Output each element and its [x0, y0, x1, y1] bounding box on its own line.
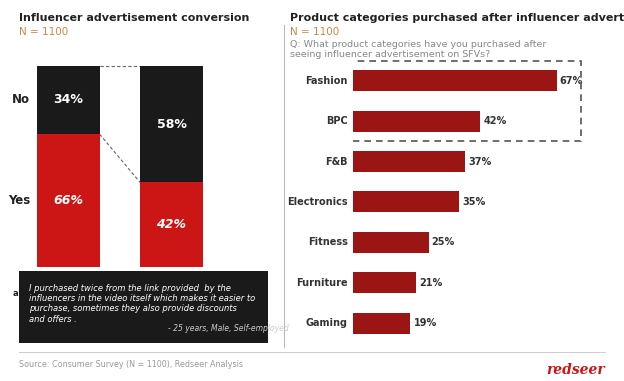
Bar	[353, 232, 429, 253]
Text: Yes: Yes	[7, 194, 30, 207]
Bar	[37, 134, 100, 267]
Text: F&B: F&B	[326, 157, 348, 166]
Text: Influencer advertisement conversion: Influencer advertisement conversion	[19, 13, 249, 23]
Text: Fitness: Fitness	[308, 237, 348, 247]
Text: 19%: 19%	[414, 318, 437, 328]
Bar	[353, 70, 557, 91]
Bar	[353, 312, 411, 333]
Text: 37%: 37%	[468, 157, 492, 166]
Text: 21%: 21%	[419, 278, 443, 288]
Text: 58%: 58%	[157, 118, 187, 131]
Text: Q: What product categories have you purchased after
seeing influencer advertisem: Q: What product categories have you purc…	[290, 40, 547, 59]
Bar	[140, 182, 203, 267]
Text: Product categories purchased after influencer advertisement: Product categories purchased after influ…	[290, 13, 624, 23]
Bar	[353, 191, 459, 213]
Text: Seen influencer
advertisement on SFVs
N=290: Seen influencer advertisement on SFVs N=…	[13, 279, 123, 309]
Text: redseer: redseer	[547, 363, 605, 377]
Text: BPC: BPC	[326, 116, 348, 126]
Text: N = 1100: N = 1100	[19, 27, 68, 37]
Text: Gaming: Gaming	[306, 318, 348, 328]
Text: Purchased after
seeing the Ad
N=192: Purchased after seeing the Ad N=192	[134, 279, 210, 309]
Text: 42%: 42%	[484, 116, 507, 126]
Bar	[353, 111, 480, 132]
Bar	[37, 66, 100, 134]
Text: Furniture: Furniture	[296, 278, 348, 288]
FancyBboxPatch shape	[14, 269, 273, 344]
Text: 67%: 67%	[560, 76, 583, 86]
Text: 34%: 34%	[53, 93, 83, 106]
Text: N = 1100: N = 1100	[290, 27, 339, 37]
Text: Fashion: Fashion	[306, 76, 348, 86]
Bar	[353, 272, 416, 293]
Text: 35%: 35%	[462, 197, 485, 207]
Text: Source: Consumer Survey (N = 1100), Redseer Analysis: Source: Consumer Survey (N = 1100), Reds…	[19, 360, 243, 369]
Bar	[353, 151, 465, 172]
Text: 42%: 42%	[157, 218, 187, 231]
Text: - 25 years, Male, Self-employed: - 25 years, Male, Self-employed	[168, 325, 290, 333]
Text: 66%: 66%	[53, 194, 83, 207]
Text: Electronics: Electronics	[288, 197, 348, 207]
Text: No: No	[12, 93, 30, 106]
Bar	[140, 66, 203, 182]
Text: 25%: 25%	[432, 237, 455, 247]
Text: I purchased twice from the link provided  by the
influencers in the video itself: I purchased twice from the link provided…	[29, 283, 255, 324]
